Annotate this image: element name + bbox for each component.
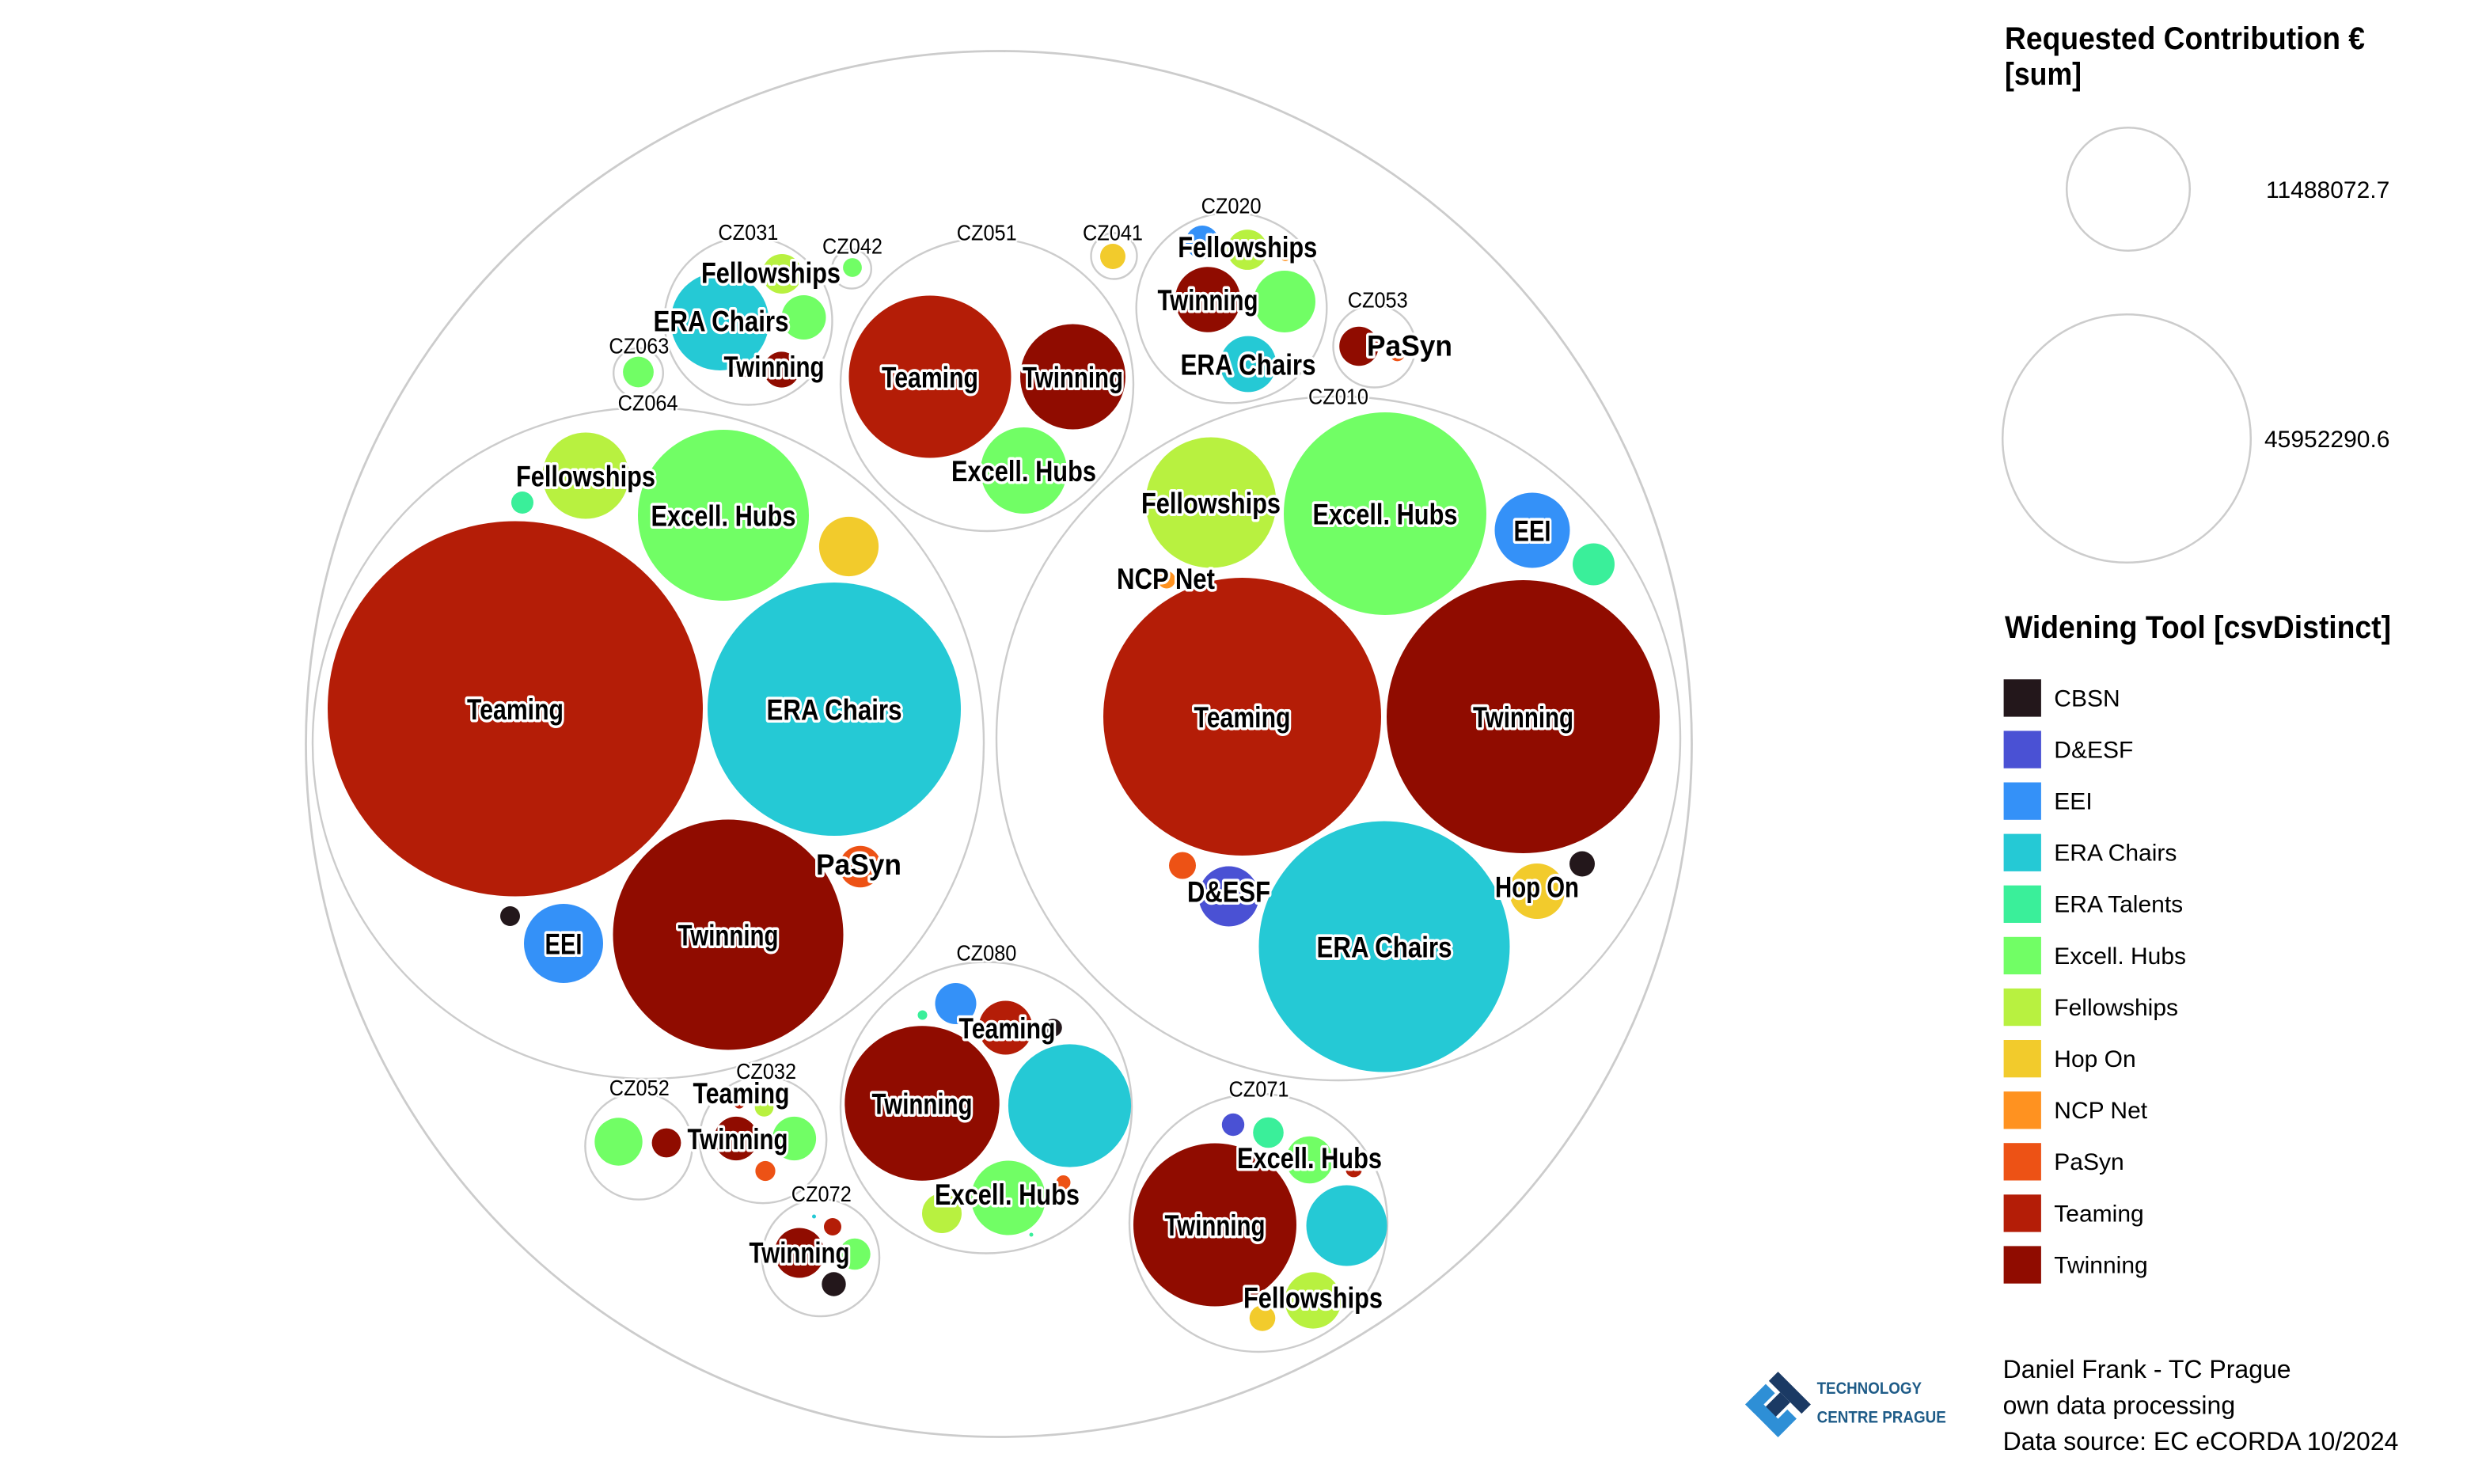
svg-text:EEI: EEI xyxy=(1514,514,1551,547)
svg-text:CZ041: CZ041 xyxy=(1083,221,1143,245)
svg-text:Excell. Hubs: Excell. Hubs xyxy=(1313,498,1458,530)
svg-text:Twinning: Twinning xyxy=(724,351,825,383)
svg-text:Twinning: Twinning xyxy=(1165,1209,1266,1242)
svg-text:Hop On: Hop On xyxy=(1495,871,1579,903)
svg-text:CENTRE PRAGUE: CENTRE PRAGUE xyxy=(1817,1409,1946,1427)
svg-text:ERA Chairs: ERA Chairs xyxy=(1181,348,1316,381)
svg-text:Excell. Hubs: Excell. Hubs xyxy=(935,1178,1080,1211)
svg-text:EEI: EEI xyxy=(545,928,583,960)
svg-text:Fellowships: Fellowships xyxy=(1243,1281,1383,1314)
svg-text:CZ032: CZ032 xyxy=(736,1059,796,1084)
svg-text:11488072.7: 11488072.7 xyxy=(2266,177,2389,203)
svg-text:CBSN: CBSN xyxy=(2054,685,2120,712)
svg-text:Teaming: Teaming xyxy=(2054,1201,2143,1227)
svg-text:Fellowships: Fellowships xyxy=(516,460,655,492)
svg-text:Excell. Hubs: Excell. Hubs xyxy=(951,455,1096,488)
svg-text:ERA Talents: ERA Talents xyxy=(2054,892,2183,918)
svg-text:Teaming: Teaming xyxy=(882,361,978,393)
svg-text:CZ031: CZ031 xyxy=(718,220,778,245)
svg-text:Twinning: Twinning xyxy=(1158,284,1258,317)
svg-text:Twinning: Twinning xyxy=(750,1236,850,1269)
svg-text:Teaming: Teaming xyxy=(693,1077,790,1110)
svg-text:PaSyn: PaSyn xyxy=(2054,1149,2124,1175)
svg-text:Widening Tool [csvDistinct]: Widening Tool [csvDistinct] xyxy=(2005,610,2391,645)
svg-text:NCP Net: NCP Net xyxy=(2054,1098,2147,1124)
svg-text:Teaming: Teaming xyxy=(959,1012,1056,1045)
svg-text:[sum]: [sum] xyxy=(2005,57,2082,92)
svg-text:CZ020: CZ020 xyxy=(1201,194,1262,218)
svg-text:CZ063: CZ063 xyxy=(609,334,669,359)
svg-text:CZ051: CZ051 xyxy=(957,221,1017,245)
svg-text:EEI: EEI xyxy=(2054,789,2092,815)
svg-text:Twinning: Twinning xyxy=(688,1123,788,1156)
svg-text:TECHNOLOGY: TECHNOLOGY xyxy=(1817,1380,1922,1398)
svg-text:Excell. Hubs: Excell. Hubs xyxy=(2054,943,2186,970)
svg-text:Requested Contribution €: Requested Contribution € xyxy=(2005,21,2365,56)
svg-text:Teaming: Teaming xyxy=(467,693,564,726)
svg-text:PaSyn: PaSyn xyxy=(1367,329,1452,362)
svg-text:CZ071: CZ071 xyxy=(1229,1077,1289,1102)
svg-text:Teaming: Teaming xyxy=(1194,701,1291,734)
svg-text:Data source: EC eCORDA 10/2024: Data source: EC eCORDA 10/2024 xyxy=(2003,1427,2399,1456)
svg-text:Fellowships: Fellowships xyxy=(1178,231,1317,264)
svg-text:Twinning: Twinning xyxy=(1023,361,1123,393)
svg-text:Twinning: Twinning xyxy=(2054,1252,2147,1278)
svg-text:Twinning: Twinning xyxy=(678,919,779,951)
svg-text:ERA Chairs: ERA Chairs xyxy=(1317,931,1452,963)
svg-text:CZ072: CZ072 xyxy=(791,1182,852,1206)
svg-text:CZ042: CZ042 xyxy=(822,234,882,259)
svg-text:own data processing: own data processing xyxy=(2003,1391,2236,1420)
svg-text:CZ064: CZ064 xyxy=(618,391,678,416)
svg-text:D&ESF: D&ESF xyxy=(2054,737,2133,763)
svg-text:D&ESF: D&ESF xyxy=(1187,875,1270,908)
svg-text:PaSyn: PaSyn xyxy=(816,848,901,881)
svg-text:Fellowships: Fellowships xyxy=(1141,487,1281,519)
svg-text:Fellowships: Fellowships xyxy=(2054,995,2178,1021)
svg-text:NCP Net: NCP Net xyxy=(1117,563,1215,595)
svg-text:ERA Chairs: ERA Chairs xyxy=(654,305,789,337)
svg-text:ERA Chairs: ERA Chairs xyxy=(2054,841,2177,867)
svg-text:CZ010: CZ010 xyxy=(1308,385,1368,409)
svg-text:Excell. Hubs: Excell. Hubs xyxy=(651,499,796,532)
svg-text:Excell. Hubs: Excell. Hubs xyxy=(1237,1142,1382,1175)
svg-text:Twinning: Twinning xyxy=(1473,701,1573,734)
svg-text:CZ053: CZ053 xyxy=(1348,288,1408,313)
svg-text:Hop On: Hop On xyxy=(2054,1046,2135,1072)
svg-text:Fellowships: Fellowships xyxy=(701,256,841,289)
svg-text:Daniel Frank - TC Prague: Daniel Frank - TC Prague xyxy=(2003,1355,2291,1383)
svg-text:CZ052: CZ052 xyxy=(609,1076,670,1100)
svg-text:ERA Chairs: ERA Chairs xyxy=(767,693,902,726)
svg-text:45952290.6: 45952290.6 xyxy=(2264,427,2390,453)
svg-text:CZ080: CZ080 xyxy=(956,941,1016,966)
svg-text:Twinning: Twinning xyxy=(872,1087,973,1120)
